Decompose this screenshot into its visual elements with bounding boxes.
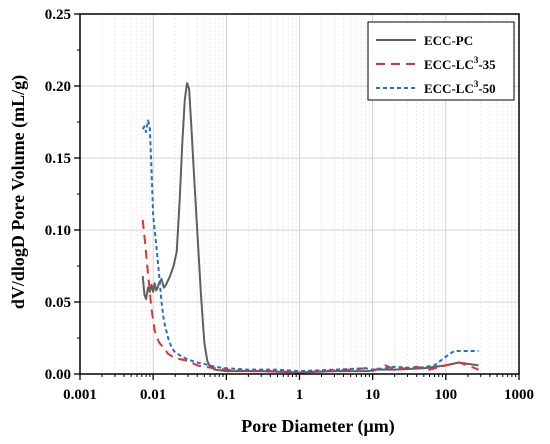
x-axis-title: Pore Diameter (μm): [241, 416, 394, 437]
x-tick-label: 0.1: [217, 387, 236, 403]
y-tick-label: 0.10: [45, 223, 71, 239]
y-tick-label: 0.15: [45, 151, 71, 167]
legend: ECC-PC ECC-LC3-35 ECC-LC3-50: [367, 21, 515, 101]
x-tick-label: 0.001: [63, 387, 97, 403]
x-tick-label: 0.01: [140, 387, 166, 403]
grid-layer: [80, 14, 519, 374]
y-tick-label: 0.05: [45, 295, 71, 311]
legend-label: ECC-LC3-35: [424, 55, 496, 72]
series-layer: [141, 82, 479, 374]
legend-label: ECC-LC3-50: [424, 79, 496, 96]
y-axis-title: dV/dlogD Pore Volume (mL/g): [8, 75, 29, 309]
ticks-layer: 0.001 0.01 0.1 1 10 100 1000 0.00 0.05 0.10 0.15 0.…: [45, 7, 534, 403]
series-line-ecc-pc: [141, 82, 479, 374]
x-tick-label: 10: [365, 387, 380, 403]
y-tick-label: 0.20: [45, 79, 71, 95]
y-tick-label: 0.00: [45, 367, 71, 383]
x-tick-label: 100: [435, 387, 458, 403]
x-tick-label: 1: [296, 387, 304, 403]
legend-label: ECC-PC: [424, 33, 473, 48]
series-line-ecc-lc3-35: [141, 219, 479, 374]
x-tick-label: 1000: [504, 387, 534, 403]
y-tick-label: 0.25: [45, 7, 71, 23]
series-line-ecc-lc3-50: [141, 119, 479, 373]
